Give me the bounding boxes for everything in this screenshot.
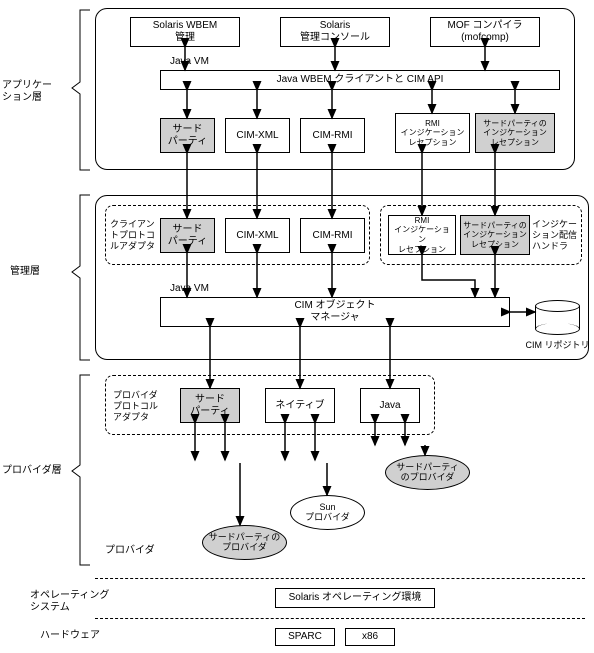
provider-adapter-label: プロバイダプロトコルアダプタ — [113, 390, 168, 422]
app-third: サードパーティ — [160, 118, 215, 153]
client-adapter-label: クライアントプロトコルアダプタ — [110, 219, 160, 251]
prov-java: Java — [360, 388, 420, 423]
java-vm-mid: Java VM — [170, 283, 209, 295]
prov-native: ネイティブ — [265, 388, 335, 423]
tp-provider-2: サードパーティのプロバイダ — [385, 455, 470, 490]
cim-om: CIM オブジェクトマネージャ — [160, 297, 510, 327]
mgmt-cimrmi: CIM-RMI — [300, 218, 365, 253]
mof-compiler: MOF コンパイラ(mofcomp) — [430, 17, 540, 47]
layer-app: アプリケーション層 — [2, 80, 77, 104]
divider-os — [95, 578, 585, 579]
tp-provider-1: サードパーティのプロバイダ — [202, 525, 287, 560]
ind-handler-label: インジケーション配信ハンドラ — [532, 219, 580, 251]
os-env: Solaris オペレーティング環境 — [275, 588, 435, 608]
solaris-console: Solaris管理コンソール — [280, 17, 390, 47]
wbem-api: Java WBEM クライアントと CIM API — [160, 70, 560, 90]
cim-repo — [535, 300, 580, 335]
hw-x86: x86 — [345, 628, 395, 646]
solaris-wbem: Solaris WBEM管理 — [130, 17, 240, 47]
app-tp-ind: サードパーティのインジケーションレセプション — [475, 113, 555, 153]
layer-hw: ハードウェア — [40, 630, 100, 642]
layer-mgmt: 管理層 — [10, 266, 70, 278]
hw-sparc: SPARC — [275, 628, 335, 646]
app-cimrmi: CIM-RMI — [300, 118, 365, 153]
sun-provider: Sunプロバイダ — [290, 495, 365, 530]
layer-providers: プロバイダ — [105, 545, 155, 557]
mgmt-rmi-ind: RMIインジケーションレセプション — [388, 215, 456, 255]
app-rmi-ind: RMIインジケーションレセプション — [395, 113, 470, 153]
cim-repo-label: CIM リポジトリ — [520, 340, 594, 351]
mgmt-tp-ind: サードパーティのインジケーションレセプション — [460, 215, 530, 255]
layer-os: オペレーティングシステム — [30, 590, 130, 614]
java-vm-top: Java VM — [170, 56, 209, 68]
prov-third: サードパーティ — [180, 388, 240, 423]
mgmt-third: サードパーティ — [160, 218, 215, 253]
mgmt-cimxml: CIM-XML — [225, 218, 290, 253]
layer-prov: プロバイダ層 — [2, 465, 77, 477]
divider-hw — [95, 618, 585, 619]
app-cimxml: CIM-XML — [225, 118, 290, 153]
